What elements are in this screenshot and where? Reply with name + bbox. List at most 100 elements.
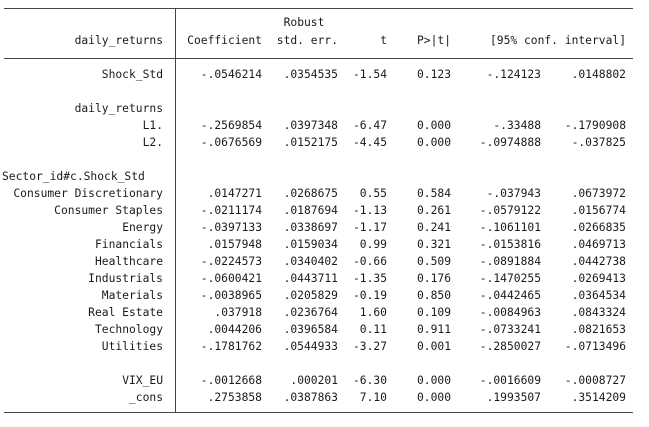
ci-upper: .0269413 (571, 272, 626, 285)
ci-upper: .0364534 (571, 289, 626, 302)
ci-lower: -.2850027 (479, 340, 541, 353)
p-value: 0.123 (416, 68, 451, 81)
coef-value: -.0038965 (200, 289, 262, 302)
t-value: -1.54 (352, 68, 387, 81)
coef-value: -.0546214 (200, 68, 262, 81)
row-label: Energy (122, 221, 163, 234)
ci-lower: -.1470255 (479, 272, 541, 285)
t-value: -0.66 (352, 255, 387, 268)
se-value: .0338697 (283, 221, 338, 234)
row-label: Real Estate (88, 306, 163, 319)
bottom-rule (4, 412, 633, 413)
p-value: 0.509 (416, 255, 451, 268)
t-value: -1.35 (352, 272, 387, 285)
ci-upper: .0469713 (571, 238, 626, 251)
row-label: Shock_Std (101, 68, 163, 81)
row-label: Healthcare (94, 255, 163, 268)
coef-value: .0044206 (207, 323, 262, 336)
ci-lower: -.0153816 (479, 238, 541, 251)
ci-lower: .1993507 (486, 391, 541, 404)
t-value: -6.47 (352, 119, 387, 132)
t-value: -1.13 (352, 204, 387, 217)
row-label: Materials (101, 289, 163, 302)
ci-upper: .3514209 (571, 391, 626, 404)
ci-upper: -.1790908 (564, 119, 626, 132)
header-depvar: daily_returns (74, 34, 163, 47)
ci-upper: .0148802 (571, 68, 626, 81)
se-value: .0236764 (283, 306, 338, 319)
coef-value: .0157948 (207, 238, 262, 251)
se-value: .0397348 (283, 119, 338, 132)
t-value: 0.99 (359, 238, 387, 251)
row-label: Consumer Discretionary (13, 187, 163, 200)
ci-lower: -.33488 (493, 119, 541, 132)
p-value: 0.850 (416, 289, 451, 302)
p-value: 0.321 (416, 238, 451, 251)
header-robust: Robust (283, 16, 325, 29)
t-value: -3.27 (352, 340, 387, 353)
row-label: Industrials (88, 272, 163, 285)
p-value: 0.911 (416, 323, 451, 336)
t-value: -6.30 (352, 374, 387, 387)
ci-upper: .0843324 (571, 306, 626, 319)
p-value: 0.001 (416, 340, 451, 353)
coef-value: -.0012668 (200, 374, 262, 387)
ci-lower: -.0442465 (479, 289, 541, 302)
se-value: .0187694 (283, 204, 338, 217)
p-value: 0.000 (416, 374, 451, 387)
coef-value: -.2569854 (200, 119, 262, 132)
row-label: VIX_EU (122, 374, 163, 387)
se-value: .0544933 (283, 340, 338, 353)
row-label: Technology (94, 323, 163, 336)
coef-value: .0147271 (207, 187, 262, 200)
row-label: Utilities (101, 340, 163, 353)
coef-value: -.0676569 (200, 136, 262, 149)
ci-lower: -.1061101 (479, 221, 541, 234)
p-value: 0.109 (416, 306, 451, 319)
ci-lower: -.0579122 (479, 204, 541, 217)
p-value: 0.000 (416, 136, 451, 149)
p-value: 0.241 (416, 221, 451, 234)
se-value: .0396584 (283, 323, 338, 336)
se-value: .0205829 (283, 289, 338, 302)
ci-upper: -.0713496 (564, 340, 626, 353)
ci-upper: .0266835 (571, 221, 626, 234)
p-value: 0.176 (416, 272, 451, 285)
t-value: 0.55 (359, 187, 387, 200)
ci-upper: -.037825 (571, 136, 626, 149)
header-p: P>|t| (416, 34, 451, 47)
se-value: .0152175 (283, 136, 338, 149)
se-value: .0159034 (283, 238, 338, 251)
ci-upper: .0673972 (571, 187, 626, 200)
ci-lower: -.0733241 (479, 323, 541, 336)
t-value: -1.17 (352, 221, 387, 234)
row-label: L2. (142, 136, 163, 149)
ci-lower: -.0016609 (479, 374, 541, 387)
column-separator (175, 8, 176, 413)
t-value: -4.45 (352, 136, 387, 149)
p-value: 0.000 (416, 119, 451, 132)
header-coefficient: Coefficient (187, 34, 262, 47)
se-value: .0443711 (283, 272, 338, 285)
p-value: 0.261 (416, 204, 451, 217)
header-t: t (380, 34, 387, 47)
p-value: 0.000 (416, 391, 451, 404)
coef-value: .2753858 (207, 391, 262, 404)
se-value: .0387863 (283, 391, 338, 404)
coef-value: -.0397133 (200, 221, 262, 234)
group-title: daily_returns (74, 102, 163, 115)
header-std-err: std. err. (276, 34, 338, 47)
row-label: Financials (94, 238, 163, 251)
coef-value: -.0600421 (200, 272, 262, 285)
ci-lower: -.124123 (486, 68, 541, 81)
ci-lower: -.037943 (486, 187, 541, 200)
ci-upper: -.0008727 (564, 374, 626, 387)
header-rule (4, 58, 633, 59)
ci-upper: .0442738 (571, 255, 626, 268)
ci-lower: -.0974888 (479, 136, 541, 149)
se-value: .0268675 (283, 187, 338, 200)
ci-upper: .0156774 (571, 204, 626, 217)
se-value: .000201 (290, 374, 338, 387)
top-rule (4, 8, 633, 9)
coef-value: .037918 (214, 306, 262, 319)
